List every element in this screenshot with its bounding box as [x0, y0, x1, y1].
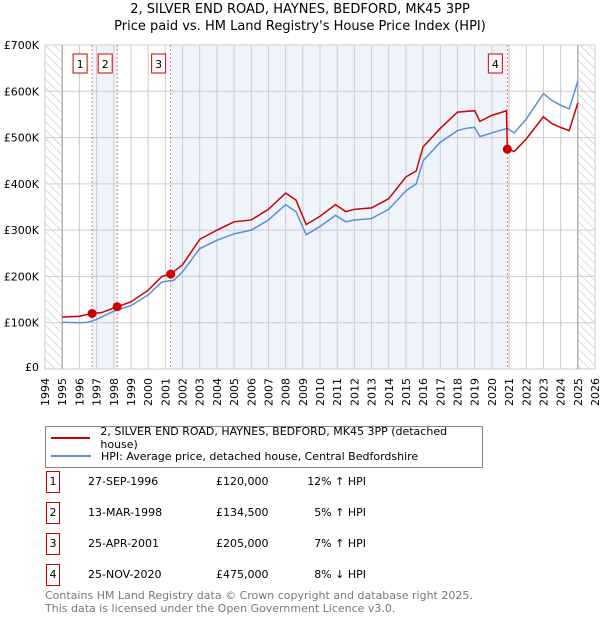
- x-tick-label: 2021: [503, 378, 516, 406]
- x-tick-label: 2001: [159, 378, 172, 406]
- x-tick-label: 1996: [73, 378, 86, 406]
- x-tick-label: 2017: [434, 378, 447, 406]
- y-tick-label: £100K: [4, 317, 40, 330]
- legend-swatch: [51, 437, 91, 439]
- x-tick-label: 2007: [262, 378, 275, 406]
- sale-point: [87, 308, 97, 318]
- x-tick-label: 1994: [39, 378, 52, 406]
- x-tick-label: 2003: [194, 378, 207, 406]
- hpi-line: [62, 80, 579, 324]
- sale-price: £205,000: [216, 537, 269, 550]
- sale-label: 2: [102, 58, 109, 71]
- legend-item-hpi: HPI: Average price, detached house, Cent…: [46, 448, 418, 464]
- x-tick-label: 1995: [56, 378, 69, 406]
- sale-label: 4: [492, 58, 499, 71]
- plot-area: 1994 1995 1996 1997 1998 1999 2000 2001 2002 2003…: [4, 39, 600, 406]
- x-tick-label: 2022: [520, 378, 533, 406]
- sale-hpi-diff: 12% ↑ HPI: [307, 475, 366, 488]
- table-row: 2 13-MAR-1998 £134,500 5% ↑ HPI: [46, 502, 366, 524]
- legend-swatch: [51, 455, 91, 457]
- table-row: 4 25-NOV-2020 £475,000 8% ↓ HPI: [46, 564, 366, 586]
- x-tick-label: 2013: [366, 378, 379, 406]
- sale-label-box: [72, 53, 88, 74]
- sale-point: [166, 269, 176, 279]
- hatched-region: [45, 45, 63, 369]
- sale-hpi-diff: 5% ↑ HPI: [314, 506, 366, 519]
- x-tick-label: 1998: [108, 378, 121, 406]
- sale-label: 1: [77, 58, 84, 71]
- x-tick-label: 2019: [469, 378, 482, 406]
- sale-hpi-diff: 8% ↓ HPI: [314, 568, 366, 581]
- legend-item-property: 2, SILVER END ROAD, HAYNES, BEDFORD, MK4…: [46, 425, 482, 451]
- sale-label-box: [487, 53, 503, 74]
- x-tick-label: 2025: [572, 378, 585, 406]
- sale-number: 4: [46, 564, 60, 586]
- x-tick-label: 2006: [245, 378, 258, 406]
- sale-price: £134,500: [216, 506, 269, 519]
- footer-line1: Contains HM Land Registry data © Crown c…: [45, 589, 473, 602]
- sale-price: £120,000: [216, 475, 269, 488]
- sale-hpi-diff: 7% ↑ HPI: [314, 537, 366, 550]
- x-tick-label: 2000: [142, 378, 155, 406]
- sale-label-box: [151, 53, 167, 74]
- sale-number: 1: [46, 471, 60, 493]
- chart-subtitle: Price paid vs. HM Land Registry's House …: [114, 19, 486, 34]
- x-tick-label: 2023: [537, 378, 550, 406]
- legend-label: HPI: Average price, detached house, Cent…: [101, 449, 419, 463]
- x-tick-label: 2015: [400, 378, 413, 406]
- footer-line2: This data is licensed under the Open Gov…: [45, 602, 396, 615]
- y-tick-label: £200K: [4, 270, 40, 283]
- sale-number: 2: [46, 502, 60, 524]
- y-tick-label: £700K: [4, 39, 40, 52]
- y-tick-label: £0: [25, 361, 39, 374]
- x-tick-label: 1999: [125, 378, 138, 406]
- sale-date: 25-NOV-2020: [88, 568, 162, 581]
- sale-point: [112, 302, 122, 312]
- legend-label: 2, SILVER END ROAD, HAYNES, BEDFORD, MK4…: [100, 425, 448, 451]
- chart-title: 2, SILVER END ROAD, HAYNES, BEDFORD, MK4…: [130, 2, 470, 17]
- x-tick-label: 2009: [297, 378, 310, 406]
- sale-date: 13-MAR-1998: [88, 506, 163, 519]
- x-tick-label: 2012: [348, 378, 361, 406]
- x-tick-label: 2002: [177, 378, 190, 406]
- sale-date: 27-SEP-1996: [88, 475, 159, 488]
- x-tick-label: 2008: [280, 378, 293, 406]
- legend: 2, SILVER END ROAD, HAYNES, BEDFORD, MK4…: [45, 425, 483, 468]
- sale-label-box: [97, 53, 113, 74]
- sale-price: £475,000: [216, 568, 269, 581]
- table-row: 1 27-SEP-1996 £120,000 12% ↑ HPI: [46, 471, 366, 493]
- x-tick-label: 1997: [91, 378, 104, 406]
- x-tick-label: 2005: [228, 378, 241, 406]
- x-tick-label: 2014: [383, 378, 396, 406]
- hatched-region: [577, 45, 595, 369]
- footer: Contains HM Land Registry data © Crown c…: [45, 589, 473, 615]
- sale-point: [502, 144, 512, 154]
- y-tick-label: £400K: [4, 178, 40, 191]
- x-tick-label: 2018: [452, 378, 465, 406]
- y-tick-label: £300K: [4, 224, 40, 237]
- x-tick-label: 2024: [555, 378, 568, 406]
- x-tick-label: 2004: [211, 378, 224, 406]
- sale-label: 3: [155, 58, 162, 71]
- sale-date: 25-APR-2001: [88, 537, 160, 550]
- x-tick-label: 2010: [314, 378, 327, 406]
- table-row: 3 25-APR-2001 £205,000 7% ↑ HPI: [46, 533, 366, 555]
- x-tick-label: 2026: [589, 378, 600, 406]
- sale-number: 3: [46, 533, 60, 555]
- x-tick-label: 2016: [417, 378, 430, 406]
- y-tick-label: £600K: [4, 85, 40, 98]
- x-tick-label: 2020: [486, 378, 499, 406]
- x-tick-label: 2011: [331, 378, 344, 406]
- y-tick-label: £500K: [4, 132, 40, 145]
